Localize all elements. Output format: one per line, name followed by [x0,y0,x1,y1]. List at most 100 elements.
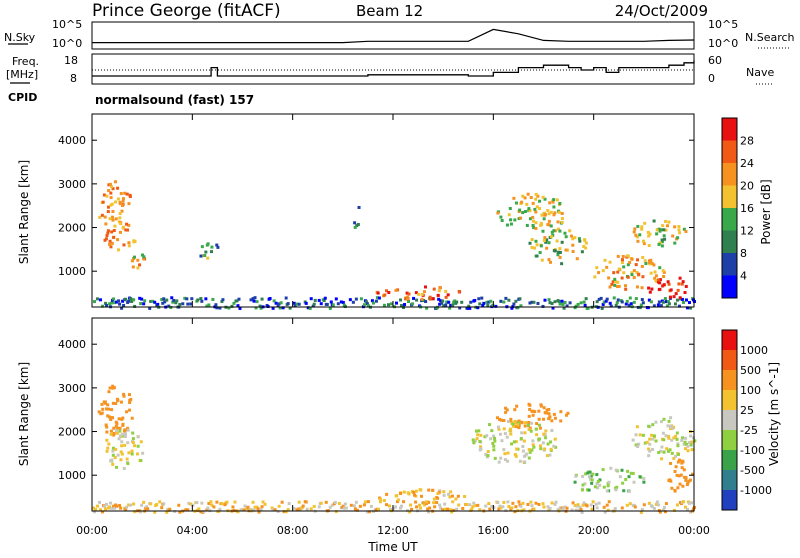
heatmap-cell [625,503,629,507]
heatmap-cell [660,445,664,449]
heatmap-cell [466,306,470,310]
heatmap-cell [613,280,617,284]
heatmap-cell [506,419,510,423]
heatmap-cell [355,224,359,228]
heatmap-cell [107,442,111,446]
heatmap-cell [602,505,606,509]
heatmap-cell [428,506,432,510]
heatmap-cell [558,250,562,254]
heatmap-cell [158,500,162,504]
heatmap-cell [458,306,462,310]
heatmap-cell [693,439,697,443]
heatmap-cell [260,505,264,509]
heatmap-cell [545,246,549,250]
velocity-colorbar-swatch [722,330,737,351]
heatmap-cell [524,421,528,425]
heatmap-cell [143,299,147,303]
heatmap-cell [108,505,112,509]
heatmap-cell [220,300,224,304]
heatmap-cell [257,510,261,514]
heatmap-cell [119,506,123,510]
heatmap-cell [108,182,112,186]
heatmap-cell [114,217,118,221]
heatmap-cell [207,501,211,505]
heatmap-cell [105,438,109,442]
heatmap-cell [325,302,329,306]
heatmap-cell [547,212,551,216]
noise-panel-frame [91,21,695,50]
heatmap-cell [620,468,624,472]
heatmap-cell [104,222,108,226]
heatmap-cell [545,454,549,458]
heatmap-cell [640,227,644,231]
heatmap-cell [411,302,415,306]
heatmap-cell [433,505,437,509]
heatmap-cell [588,477,592,481]
heatmap-cell [675,503,679,507]
heatmap-cell [621,481,625,485]
heatmap-cell [407,492,411,496]
heatmap-cell [474,504,478,508]
heatmap-cell [449,303,453,307]
power-y-tick-label: 3000 [58,178,86,191]
heatmap-cell [328,505,332,509]
heatmap-cell [566,411,570,415]
heatmap-cell [260,297,264,301]
heatmap-cell [662,270,666,274]
heatmap-cell [386,303,390,307]
heatmap-cell [126,462,130,466]
heatmap-cell [525,223,529,227]
heatmap-cell [251,500,255,504]
heatmap-cell [680,297,684,301]
heatmap-cell [502,500,506,504]
heatmap-cell [119,400,123,404]
heatmap-cell [105,449,109,453]
heatmap-cell [486,450,490,454]
heatmap-cell [106,229,110,233]
heatmap-cell [162,502,166,506]
heatmap-cell [675,431,679,435]
heatmap-cell [123,432,127,436]
heatmap-cell [109,501,113,505]
heatmap-cell [663,510,667,514]
heatmap-cell [122,392,126,396]
heatmap-cell [295,302,299,306]
heatmap-cell [378,497,382,501]
heatmap-cell [625,299,629,303]
heatmap-cell [305,507,309,511]
heatmap-cell [297,500,301,504]
heatmap-cell [442,490,446,494]
heatmap-cell [107,407,111,411]
heatmap-cell [573,480,577,484]
heatmap-cell [382,303,386,307]
heatmap-cell [647,260,651,264]
heatmap-cell [557,210,561,214]
heatmap-cell [624,284,628,288]
velocity-y-tick-label: 1000 [58,469,86,482]
heatmap-cell [436,496,440,500]
heatmap-cell [127,503,131,507]
heatmap-cell [146,507,150,511]
heatmap-cell [452,508,456,512]
heatmap-cell [660,240,664,244]
heatmap-cell [648,437,652,441]
heatmap-cell [405,295,409,299]
heatmap-cell [485,300,489,304]
heatmap-cell [468,306,472,310]
velocity-colorbar-swatch [722,490,737,511]
heatmap-cell [656,503,660,507]
heatmap-cell [259,508,263,512]
heatmap-cell [292,507,296,511]
heatmap-cell [414,489,418,493]
heatmap-cell [672,456,676,460]
heatmap-cell [117,299,121,303]
heatmap-cell [588,470,592,474]
freq-trace [92,60,695,77]
heatmap-cell [455,507,459,511]
velocity-y-tick-label: 2000 [58,426,86,439]
heatmap-cell [533,410,537,414]
heatmap-cell [120,432,124,436]
heatmap-cell [341,300,345,304]
heatmap-cell [687,441,691,445]
heatmap-cell [682,442,686,446]
